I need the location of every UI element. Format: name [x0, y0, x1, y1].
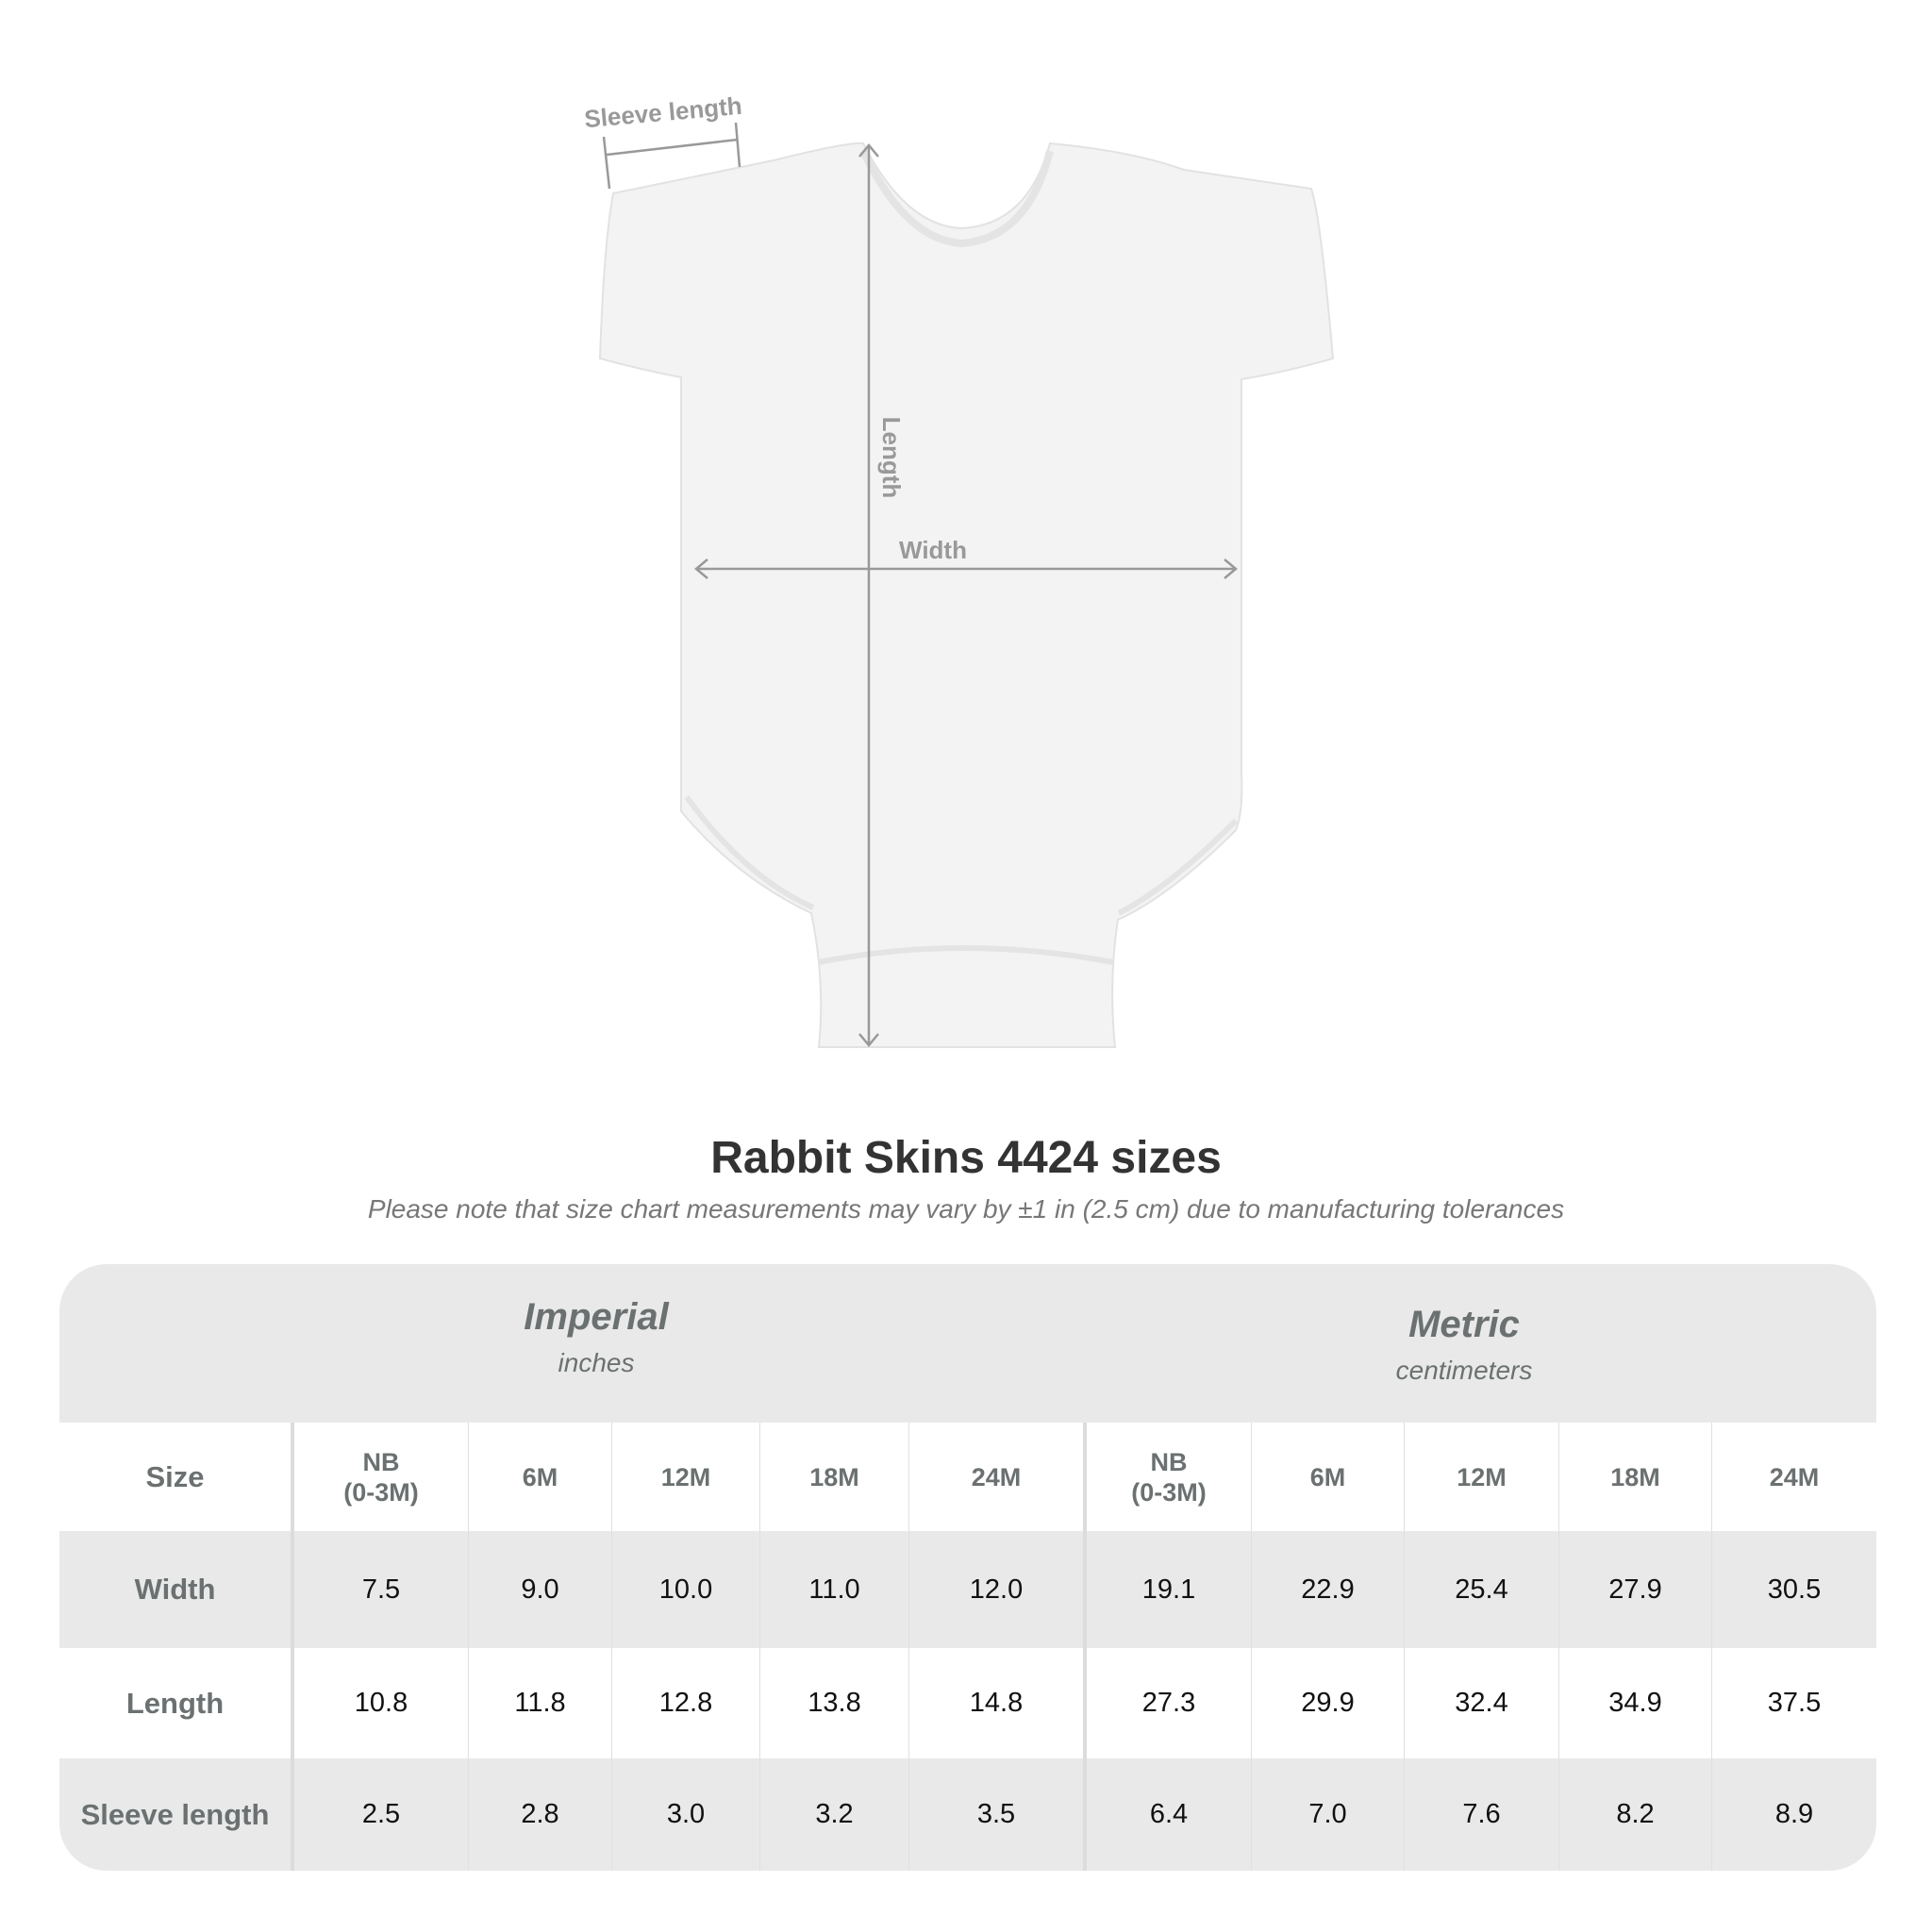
metric-value: 22.9 [1251, 1531, 1404, 1648]
metric-value: 37.5 [1711, 1648, 1876, 1758]
metric-value: 7.0 [1251, 1758, 1404, 1871]
size-name: 6M [522, 1462, 558, 1491]
imperial-value: 2.8 [468, 1758, 611, 1871]
width-label: Width [899, 536, 967, 564]
metric-value: 8.9 [1711, 1758, 1876, 1871]
size-name: NB [362, 1447, 400, 1476]
imperial-title: Imperial [524, 1296, 669, 1338]
imperial-value: 11.0 [759, 1531, 908, 1648]
metric-value: 8.2 [1558, 1758, 1711, 1871]
imperial-value: 3.2 [759, 1758, 908, 1871]
imperial-value: 12.0 [908, 1531, 1083, 1648]
unit-header-band [59, 1264, 1876, 1423]
onesie-shape [598, 142, 1335, 1048]
sleeve-line [606, 138, 739, 157]
table-row: Sleeve length 2.5 2.8 3.0 3.2 3.5 6.4 7.0 7.6 8.2… [59, 1758, 1876, 1871]
row-label: Length [125, 1686, 225, 1720]
sleeve-tick-right [734, 122, 741, 168]
size-name: 6M [1309, 1462, 1346, 1491]
tolerance-note: Please note that size chart measurements… [367, 1194, 1565, 1224]
chart-title: Rabbit Skins 4424 sizes [710, 1133, 1222, 1183]
imperial-value: 13.8 [759, 1648, 908, 1758]
neckline [859, 149, 1054, 248]
size-header: 24M [1711, 1423, 1876, 1531]
length-label: Length [877, 417, 906, 499]
sleeve-tick-left [602, 136, 611, 190]
imperial-value: 7.5 [291, 1531, 468, 1648]
size-name: 18M [1610, 1462, 1660, 1491]
size-header: 6M [1251, 1423, 1404, 1531]
metric-value: 30.5 [1711, 1531, 1876, 1648]
size-header: 18M [759, 1423, 908, 1531]
imperial-value: 12.8 [611, 1648, 759, 1758]
size-name: 12M [660, 1462, 711, 1491]
length-arrow-bottom [858, 1033, 879, 1047]
metric-value: 32.4 [1404, 1648, 1558, 1758]
metric-value: 27.9 [1558, 1531, 1711, 1648]
metric-title: Metric [1408, 1304, 1520, 1345]
imperial-value: 10.0 [611, 1531, 759, 1648]
imperial-value: 9.0 [468, 1531, 611, 1648]
sleeve-length-label: Sleeve length [583, 92, 743, 133]
size-name: 18M [809, 1462, 859, 1491]
size-name: 24M [1769, 1462, 1820, 1491]
onesie-diagram: Sleeve length Length Width [583, 92, 1335, 1048]
row-label: Sleeve length [80, 1797, 270, 1831]
metric-header: Metric centimeters [1181, 1304, 1747, 1386]
metric-value: 25.4 [1404, 1531, 1558, 1648]
size-name: (0-3M) [1131, 1477, 1207, 1507]
metric-unit: centimeters [1395, 1356, 1533, 1385]
leg-binding [684, 795, 1239, 965]
imperial-value: 10.8 [291, 1648, 468, 1758]
metric-value: 29.9 [1251, 1648, 1404, 1758]
row-label: Width [134, 1573, 216, 1606]
imperial-header: Imperial inches [313, 1296, 879, 1378]
size-header: NB (0-3M) [291, 1423, 468, 1531]
length-arrow-top [858, 143, 879, 158]
imperial-value: 3.5 [908, 1758, 1083, 1871]
width-arrow-right [1224, 558, 1238, 579]
imperial-unit: inches [558, 1348, 635, 1377]
imperial-value: 14.8 [908, 1648, 1083, 1758]
size-header: 12M [611, 1423, 759, 1531]
table-row: Length 10.8 11.8 12.8 13.8 14.8 27.3 29.9 32.4 34… [59, 1648, 1876, 1758]
size-name: NB [1150, 1447, 1188, 1476]
size-name: 24M [971, 1462, 1022, 1491]
size-header: 12M [1404, 1423, 1558, 1531]
metric-value: 7.6 [1404, 1758, 1558, 1871]
metric-value: 27.3 [1083, 1648, 1251, 1758]
imperial-value: 3.0 [611, 1758, 759, 1871]
size-name: 12M [1457, 1462, 1507, 1491]
imperial-value: 11.8 [468, 1648, 611, 1758]
size-header-row: Size NB (0-3M) 6M 12M 18M 24M NB (0-3M) 6M 12M 18M 2… [59, 1423, 1876, 1531]
size-table: Imperial inches Metric centimeters Size N… [59, 1264, 1876, 1871]
size-name: (0-3M) [343, 1477, 419, 1507]
size-header: 18M [1558, 1423, 1711, 1531]
table-row: Width 7.5 9.0 10.0 11.0 12.0 19.1 22.9 25.4 27.9 3… [59, 1531, 1876, 1648]
size-label: Size [145, 1459, 205, 1493]
imperial-value: 2.5 [291, 1758, 468, 1871]
metric-value: 19.1 [1083, 1531, 1251, 1648]
width-arrow-left [694, 558, 708, 579]
size-header: 24M [908, 1423, 1083, 1531]
metric-value: 6.4 [1083, 1758, 1251, 1871]
size-header: 6M [468, 1423, 611, 1531]
metric-value: 34.9 [1558, 1648, 1711, 1758]
size-header: NB (0-3M) [1083, 1423, 1251, 1531]
